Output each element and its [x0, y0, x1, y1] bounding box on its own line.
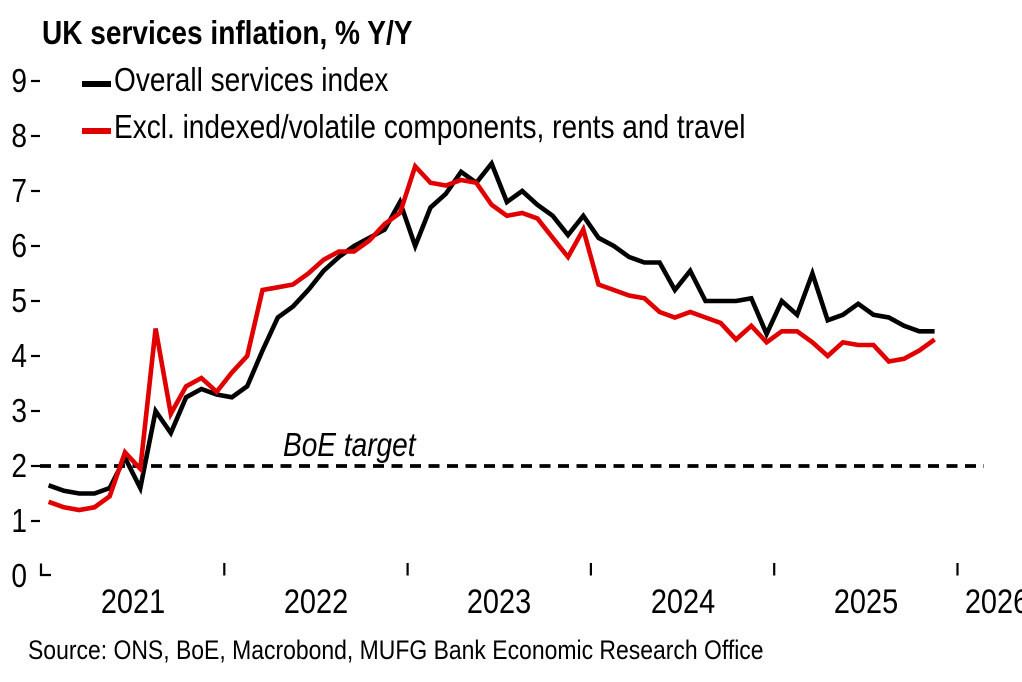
source-note: Source: ONS, BoE, Macrobond, MUFG Bank E… [28, 635, 764, 665]
x-axis-label: 2026 [964, 583, 1022, 621]
x-axis-label: 2023 [467, 583, 532, 621]
y-axis-label: 6 [11, 227, 27, 264]
overall-series-line [47, 158, 935, 496]
x-axis-label: 2022 [283, 583, 349, 621]
y-axis-label: 4 [11, 337, 27, 374]
y-axis-label: 1 [11, 502, 27, 539]
legend-label-overall: Overall services index [114, 61, 389, 98]
x-axis-label: 2025 [833, 583, 898, 621]
y-axis-label: 8 [11, 117, 27, 154]
y-axis-label: 2 [11, 447, 27, 484]
page-title: UK services inflation, % Y/Y [42, 14, 413, 51]
overall-series-swatch-icon [82, 81, 111, 87]
y-axis-label: 9 [11, 62, 27, 99]
axis-origin-corner-tick [39, 563, 51, 577]
y-axis-label: 5 [11, 282, 27, 319]
legend-label-excl: Excl. indexed/volatile components, rents… [114, 108, 746, 145]
y-axis-label: 0 [11, 557, 27, 594]
boe-target-label: BoE target [283, 426, 416, 463]
x-axis-label: 2024 [650, 583, 715, 621]
y-axis-label: 3 [11, 392, 27, 429]
x-axis-label: 2021 [100, 583, 165, 621]
excl-series-swatch-icon [82, 128, 111, 134]
excl-series-line [47, 161, 936, 513]
y-axis-label: 7 [11, 172, 27, 209]
